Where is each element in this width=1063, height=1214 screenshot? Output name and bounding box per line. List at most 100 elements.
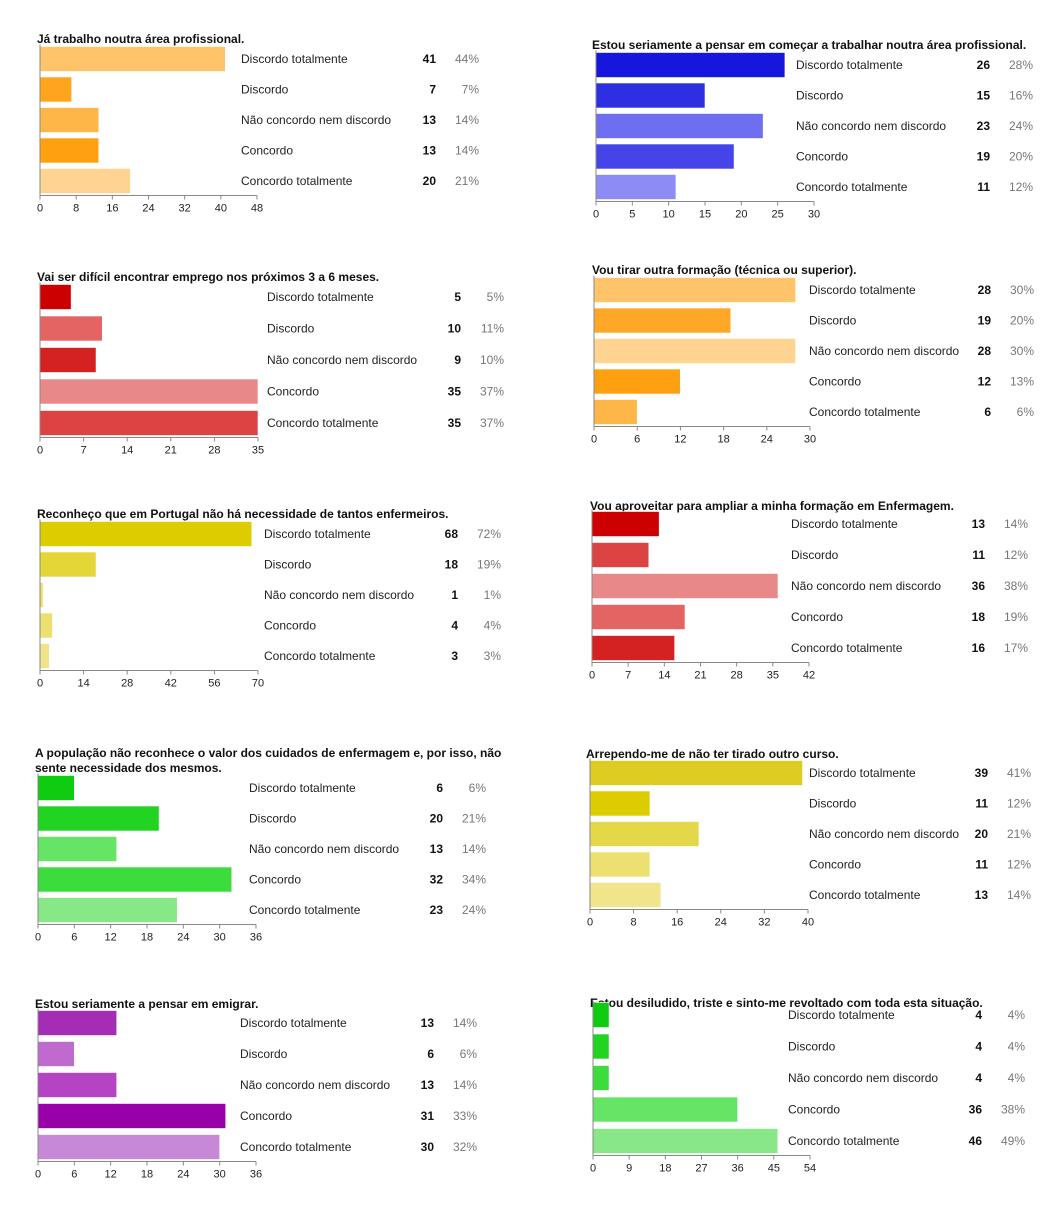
count-label: 39 [975,766,989,780]
percent-label: 4% [1008,1008,1026,1022]
category-label: Discordo totalmente [249,781,356,795]
count-label: 13 [423,113,437,127]
category-label: Discordo [241,83,289,97]
category-label: Não concordo nem discordo [267,353,417,367]
x-tick-label: 56 [208,678,220,690]
chart-title: Reconheço que em Portugal não há necessi… [37,507,448,521]
x-tick-label: 14 [121,445,133,457]
x-tick-label: 0 [37,678,43,690]
percent-label: 5% [487,290,505,304]
x-tick-label: 15 [699,209,711,221]
x-tick-label: 6 [71,932,77,944]
category-label: Discordo totalmente [267,290,374,304]
count-label: 15 [977,89,991,103]
count-label: 35 [448,416,462,430]
bar-discordo-totalmente [592,1002,610,1028]
chart-svg: Vou aproveitar para ampliar a minha form… [589,499,1028,682]
category-label: Discordo [809,314,857,328]
bar-concordo-totalmente [37,1134,220,1160]
percent-label: 32% [453,1140,477,1154]
x-tick-label: 28 [121,678,133,690]
x-tick-label: 42 [165,678,177,690]
category-label: Discordo [809,797,857,811]
x-tick-label: 16 [671,917,683,929]
bar-concordo-totalmente [589,882,662,908]
percent-label: 30% [1010,344,1034,358]
x-tick-label: 30 [214,932,226,944]
category-label: Não concordo nem discordo [796,119,946,133]
count-label: 10 [448,322,462,336]
count-label: 46 [969,1134,983,1148]
count-label: 35 [448,385,462,399]
x-tick-label: 12 [105,932,117,944]
percent-label: 33% [453,1109,477,1123]
chart-svg: A população não reconhece o valor dos cu… [35,746,501,944]
chart-title: Vou aproveitar para ampliar a minha form… [590,499,954,513]
percent-label: 4% [484,619,502,633]
count-label: 13 [423,144,437,158]
x-tick-label: 18 [141,932,153,944]
x-tick-label: 0 [37,203,43,215]
bar-discordo [589,790,651,817]
count-label: 16 [972,641,986,655]
percent-label: 21% [455,174,479,188]
x-tick-label: 0 [37,445,43,457]
percent-label: 38% [1004,579,1028,593]
bar-concordo [37,1103,227,1129]
count-label: 30 [421,1140,435,1154]
count-label: 13 [421,1016,435,1030]
percent-label: 6% [1017,405,1035,419]
count-label: 7 [429,83,436,97]
chart-title: Estou seriamente a pensar em começar a t… [592,38,1026,52]
chart-title: Já trabalho noutra área profissional. [37,32,244,46]
x-tick-label: 7 [81,445,87,457]
bar-concordo-totalmente [595,174,677,200]
count-label: 4 [975,1008,982,1022]
x-tick-label: 0 [35,932,41,944]
count-label: 1 [451,588,458,602]
chart-title: Estou desiludido, triste e sinto-me revo… [590,996,983,1010]
category-label: Discordo totalmente [240,1016,347,1030]
chart-pensar-emigrar: Estou seriamente a pensar em emigrar. Dis… [35,997,505,1182]
category-label: Concordo totalmente [240,1140,352,1154]
x-tick-label: 25 [772,209,784,221]
x-tick-label: 48 [251,203,263,215]
percent-label: 19% [1004,610,1028,624]
category-label: Não concordo nem discordo [809,827,959,841]
count-label: 13 [421,1078,435,1092]
category-label: Concordo [809,375,861,389]
percent-label: 4% [1008,1040,1026,1054]
x-tick-label: 0 [590,1163,596,1175]
bar-concordo-totalmente [39,168,131,194]
count-label: 6 [427,1047,434,1061]
percent-label: 37% [480,385,504,399]
chart-pensar-trabalhar-noutra-area: Estou seriamente a pensar em começar a t… [592,38,1062,222]
bar-concordo-totalmente [591,635,675,661]
x-tick-label: 6 [634,434,640,446]
percent-label: 44% [455,52,479,66]
x-tick-label: 5 [629,209,635,221]
bar-concordo [589,851,651,878]
x-tick-label: 21 [165,445,177,457]
category-label: Discordo totalmente [264,527,371,541]
chart-svg: Vou tirar outra formação (técnica ou sup… [591,263,1035,446]
percent-label: 37% [480,416,504,430]
bar-discordo [591,542,650,568]
count-label: 6 [984,405,991,419]
chart-ja-trabalho-noutra-area: Já trabalho noutra área profissional. Dis… [37,32,507,216]
x-tick-label: 35 [767,670,779,682]
percent-label: 28% [1009,58,1033,72]
x-tick-label: 0 [35,1169,41,1181]
category-label: Não concordo nem discordo [264,588,414,602]
count-label: 31 [421,1109,435,1123]
x-tick-label: 40 [215,203,227,215]
bar-discordo-totalmente [593,277,796,303]
x-tick-label: 9 [626,1163,632,1175]
chart-svg: Arrependo-me de não ter tirado outro cur… [586,747,1031,929]
category-label: Não concordo nem discordo [791,579,941,593]
category-label: Concordo totalmente [267,416,379,430]
percent-label: 11% [481,322,504,336]
category-label: Concordo [240,1109,292,1123]
count-label: 12 [978,375,992,389]
category-label: Não concordo nem discordo [809,344,959,358]
